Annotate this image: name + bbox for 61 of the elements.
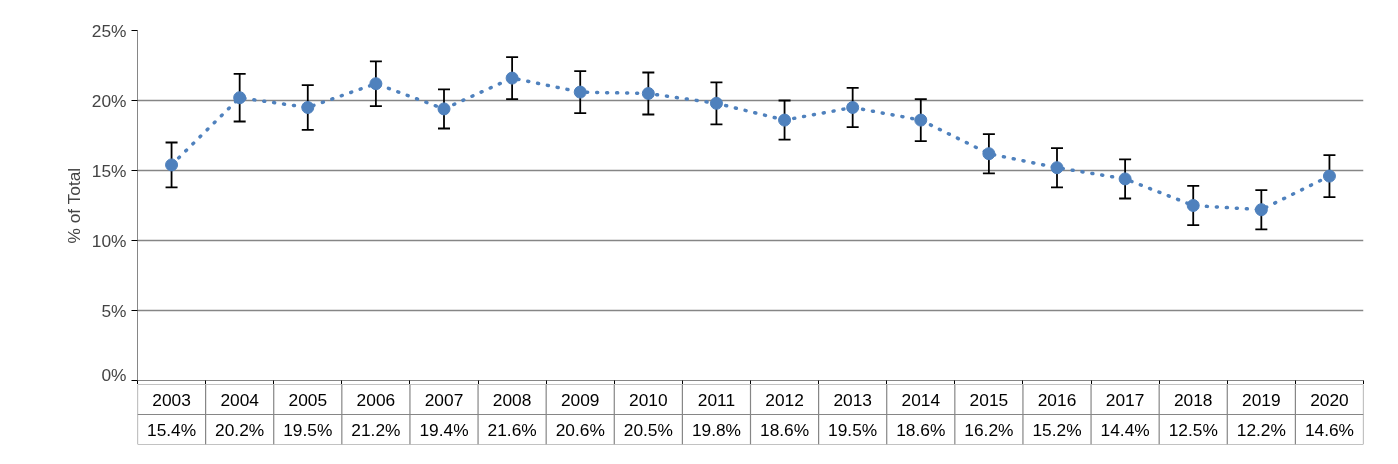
y-tick-label: 5% (101, 300, 127, 321)
data-label: 21.2% (351, 419, 401, 440)
x-tick-label: 2005 (288, 389, 328, 410)
data-label: 19.5% (283, 419, 333, 440)
data-label: 19.4% (419, 419, 469, 440)
x-tick-label: 2017 (1105, 389, 1145, 410)
point (437, 102, 451, 116)
point (301, 101, 315, 114)
x-tick-label: 2011 (697, 389, 736, 410)
data-label: 14.6% (1304, 419, 1355, 440)
x-tick-label: 2020 (1310, 389, 1349, 410)
y-tick-label: 0% (101, 364, 127, 385)
y-tick-label: 10% (91, 230, 127, 251)
point (505, 71, 519, 85)
point (914, 113, 928, 127)
point (982, 147, 996, 161)
x-tick-label: 2006 (356, 389, 396, 410)
y-tick-label: 25% (91, 20, 127, 41)
data-label: 15.4% (146, 419, 197, 440)
point (1050, 161, 1064, 175)
point (369, 77, 383, 91)
y-axis-title: % of Total (63, 167, 84, 244)
x-tick-label: 2003 (152, 389, 191, 410)
point (1118, 172, 1132, 186)
x-tick-label: 2016 (1037, 389, 1077, 410)
y-tick-label: 15% (91, 160, 127, 181)
data-label: 19.5% (828, 419, 878, 440)
data-label: 18.6% (896, 419, 946, 440)
point (1322, 169, 1336, 183)
point (778, 113, 792, 127)
x-tick-label: 2010 (629, 389, 668, 410)
data-label: 12.2% (1236, 419, 1286, 440)
data-label: 14.4% (1100, 419, 1150, 440)
y-tick-label: 20% (91, 90, 127, 111)
point (1254, 203, 1268, 217)
point (709, 96, 723, 110)
data-label: 15.2% (1032, 419, 1082, 440)
x-tick-label: 2015 (969, 389, 1009, 410)
x-tick-label: 2019 (1242, 389, 1281, 410)
point (1186, 199, 1200, 212)
x-tick-label: 2009 (560, 389, 600, 410)
point (846, 101, 860, 114)
x-tick-label: 2004 (220, 389, 260, 410)
data-label: 18.6% (759, 419, 810, 440)
x-tick-label: 2008 (492, 389, 532, 410)
x-tick-label: 2013 (833, 389, 872, 410)
point (641, 87, 655, 100)
x-tick-label: 2018 (1173, 389, 1213, 410)
x-tick-label: 2007 (424, 389, 464, 410)
x-tick-label: 2012 (765, 389, 804, 410)
x-tick-label: 2014 (901, 389, 941, 410)
data-label: 16.2% (964, 419, 1014, 440)
point (573, 85, 587, 99)
point (165, 158, 179, 172)
data-label: 19.8% (691, 419, 742, 440)
point (233, 91, 247, 105)
data-label: 20.5% (623, 419, 673, 440)
data-label: 20.6% (555, 419, 605, 440)
data-label: 12.5% (1168, 419, 1218, 440)
data-label: 21.6% (487, 419, 537, 440)
data-label: 20.2% (215, 419, 265, 440)
